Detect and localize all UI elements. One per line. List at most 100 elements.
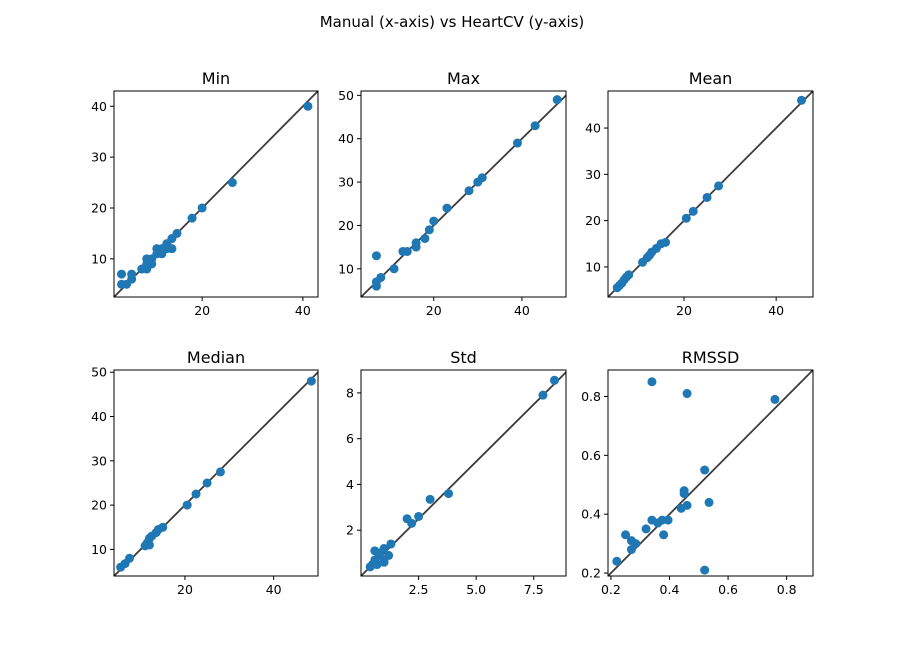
y-tick-label: 40: [585, 121, 601, 136]
subplot-median: Median 20 40 10 20 30 40 50: [91, 348, 319, 597]
axes-frame: [360, 369, 567, 577]
x-tick-label: 7.5: [524, 582, 544, 597]
x-tick-label: 20: [194, 303, 210, 318]
x-tick-label: 20: [177, 582, 193, 597]
data-point: [167, 244, 177, 254]
y-tick-label: 8: [346, 385, 354, 400]
data-point: [127, 269, 137, 279]
data-point: [379, 557, 389, 567]
data-point: [612, 556, 622, 566]
x-tick-label: 40: [295, 303, 311, 318]
data-point: [386, 539, 396, 549]
data-point: [796, 95, 806, 105]
data-point: [663, 515, 673, 525]
y-tick-label: 40: [338, 131, 354, 146]
data-point: [215, 467, 225, 477]
data-point: [424, 225, 434, 235]
axes-frame: [360, 90, 567, 298]
data-point: [117, 269, 127, 279]
x-tick-label: 20: [426, 303, 442, 318]
data-point: [538, 390, 548, 400]
x-tick-label: 0.2: [601, 582, 621, 597]
data-point: [688, 206, 698, 216]
data-point: [144, 540, 154, 550]
data-point: [513, 138, 523, 148]
x-tick-label: 40: [266, 582, 282, 597]
y-tick-label: 30: [91, 150, 107, 165]
y-tick-label: 10: [338, 261, 354, 276]
y-tick-label: 2: [346, 523, 354, 538]
data-point: [187, 213, 197, 223]
data-point: [641, 524, 651, 534]
identity-line: [361, 94, 566, 297]
data-point: [197, 203, 207, 213]
data-point: [682, 389, 692, 399]
data-point: [172, 228, 182, 238]
subplot-std: Std 2.5 5.0 7.5 2 4 6 8: [346, 348, 567, 597]
subplot-title: Max: [447, 69, 480, 88]
x-tick-label: 20: [676, 303, 692, 318]
data-point: [659, 530, 669, 540]
data-point: [182, 500, 192, 510]
data-point: [714, 181, 724, 191]
subplot-min: Min 20 40 10 20 30 40: [91, 69, 319, 318]
figure-title: Manual (x-axis) vs HeartCV (y-axis): [320, 13, 585, 31]
data-point: [158, 522, 168, 532]
data-point: [411, 238, 421, 248]
x-tick-label: 5.0: [466, 582, 486, 597]
axes-frame: [607, 369, 814, 577]
data-point: [227, 178, 237, 188]
axes-frame: [113, 90, 319, 298]
data-point: [682, 500, 692, 510]
x-tick-label: 0.4: [660, 582, 680, 597]
data-point: [306, 376, 316, 386]
x-tick-label: 0.8: [777, 582, 797, 597]
y-tick-label: 40: [91, 409, 107, 424]
data-point: [621, 530, 631, 540]
data-point: [464, 186, 474, 196]
y-tick-label: 50: [338, 88, 354, 103]
data-point: [647, 377, 657, 387]
data-point: [429, 216, 439, 226]
x-tick-label: 0.6: [718, 582, 738, 597]
axes-frame: [607, 90, 814, 298]
y-tick-label: 20: [91, 498, 107, 513]
y-tick-label: 0.6: [581, 448, 601, 463]
y-tick-label: 20: [585, 213, 601, 228]
identity-line: [361, 371, 566, 576]
data-point: [191, 489, 201, 499]
y-tick-label: 50: [91, 365, 107, 380]
subplot-mean: Mean 20 40 10 20 30 40: [585, 69, 814, 318]
y-tick-label: 4: [346, 477, 354, 492]
subplot-max: Max 20 40 10 20 30 40 50: [338, 69, 567, 318]
x-tick-label: 2.5: [409, 582, 429, 597]
data-point: [681, 213, 691, 223]
data-point: [389, 264, 399, 274]
subplot-rmssd: RMSSD 0.2 0.4 0.6 0.8 0.2 0.4 0.6 0.8: [581, 348, 814, 597]
subplot-title: Min: [202, 69, 230, 88]
data-point: [414, 511, 424, 521]
subplot-title: Std: [450, 348, 477, 367]
data-point: [661, 237, 671, 247]
data-point: [444, 489, 454, 499]
data-point: [700, 565, 710, 575]
y-tick-label: 0.4: [581, 507, 601, 522]
y-tick-label: 20: [91, 200, 107, 215]
subplot-title: Mean: [689, 69, 733, 88]
data-point: [202, 478, 212, 488]
data-point: [549, 375, 559, 385]
data-point: [420, 233, 430, 243]
identity-line: [608, 370, 813, 576]
y-tick-label: 0.2: [581, 566, 601, 581]
data-point: [376, 272, 386, 282]
y-tick-label: 6: [346, 431, 354, 446]
data-point: [624, 270, 634, 280]
y-tick-label: 30: [585, 167, 601, 182]
identity-line: [608, 91, 813, 297]
data-point: [407, 518, 417, 528]
y-tick-label: 30: [91, 453, 107, 468]
data-point: [530, 121, 540, 131]
x-tick-label: 40: [768, 303, 784, 318]
y-tick-label: 30: [338, 175, 354, 190]
